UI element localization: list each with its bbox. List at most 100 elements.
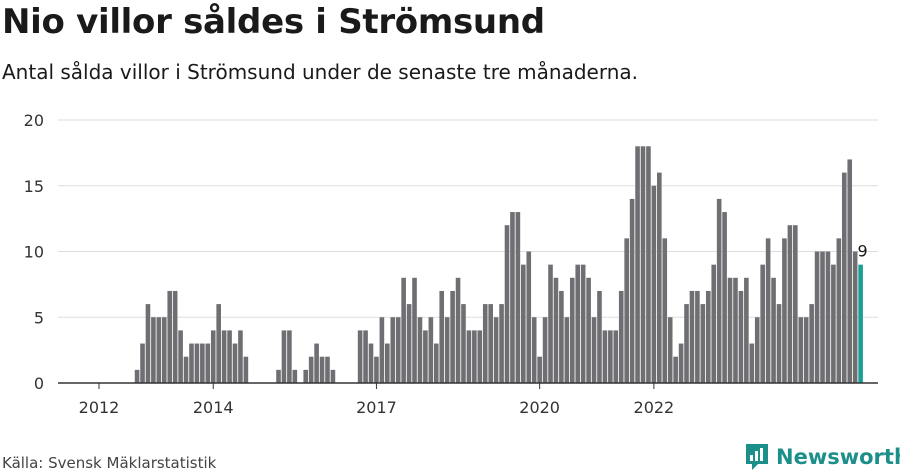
bar (390, 317, 396, 383)
y-tick-label: 15 (24, 177, 44, 196)
bar (488, 304, 493, 383)
bar (689, 290, 695, 383)
bar (640, 146, 646, 383)
bar (461, 304, 466, 383)
y-tick-label: 10 (24, 243, 44, 262)
bar (602, 330, 608, 383)
bar (379, 317, 385, 383)
bar (238, 330, 243, 383)
x-tick-label: 2014 (193, 398, 234, 417)
axis-layer (58, 382, 878, 389)
bar (134, 369, 140, 383)
bar (852, 251, 858, 383)
bar (145, 304, 151, 383)
bar (303, 369, 309, 383)
bar (450, 290, 455, 383)
bar (314, 343, 319, 383)
bar (232, 343, 238, 383)
x-tick-label: 2022 (634, 398, 675, 417)
bar (194, 343, 200, 383)
bar (140, 343, 145, 383)
bar (575, 264, 581, 383)
bar (782, 238, 787, 383)
chart-subtitle: Antal sålda villor i Strömsund under de … (2, 60, 638, 84)
y-tick-label: 0 (34, 374, 44, 393)
bar (444, 317, 450, 383)
bar (803, 317, 809, 383)
bar (722, 212, 727, 383)
bar (161, 317, 167, 383)
bar (368, 343, 374, 383)
bar (733, 277, 738, 383)
bar (711, 264, 717, 383)
bar (172, 290, 178, 383)
bar (455, 277, 461, 383)
bar (695, 290, 700, 383)
bar (613, 330, 619, 383)
bar (831, 264, 836, 383)
bar (738, 290, 744, 383)
bar (798, 317, 804, 383)
highlight-bar (858, 264, 863, 383)
bar (754, 317, 760, 383)
bar (657, 172, 662, 383)
bar (428, 317, 434, 383)
bar (319, 356, 325, 383)
bar (651, 185, 657, 383)
bar (499, 304, 504, 383)
bar (787, 225, 793, 383)
bar (635, 146, 640, 383)
bar (749, 343, 755, 383)
bar (624, 238, 629, 383)
y-tick-label: 20 (24, 111, 44, 130)
bar (618, 290, 624, 383)
bar (276, 369, 281, 383)
bar (466, 330, 472, 383)
bar (716, 198, 722, 383)
bar (417, 317, 423, 383)
bar (673, 356, 678, 383)
data-label-last: 9 (858, 242, 868, 261)
bar (401, 277, 406, 383)
y-tick-label: 5 (34, 308, 44, 327)
bar (200, 343, 205, 383)
bar (553, 277, 559, 383)
bar (700, 304, 706, 383)
bar (569, 277, 575, 383)
bar (221, 330, 227, 383)
bar (667, 317, 673, 383)
bar (684, 304, 689, 383)
bar (363, 330, 368, 383)
bar (439, 290, 445, 383)
source-note: Källa: Svensk Mäklarstatistik (2, 454, 217, 472)
bar (325, 356, 330, 383)
bar (809, 304, 814, 383)
bar (820, 251, 825, 383)
bar (243, 356, 249, 383)
x-tick-label: 2017 (356, 398, 397, 417)
newsworthy-logo-icon (746, 444, 768, 470)
bar (646, 146, 651, 383)
bar (542, 317, 548, 383)
bar (510, 212, 515, 383)
bar (477, 330, 483, 383)
bar (493, 317, 499, 383)
bar (608, 330, 613, 383)
brand-logo[interactable]: Newsworthy (744, 441, 900, 473)
bar (482, 304, 488, 383)
bar (771, 277, 776, 383)
bar (548, 264, 553, 383)
bar (227, 330, 232, 383)
brand-name: Newsworthy (776, 445, 900, 469)
x-tick-label: 2012 (79, 398, 120, 417)
bar (836, 238, 842, 383)
bar (825, 251, 831, 383)
bar (705, 290, 711, 383)
bar (586, 277, 591, 383)
bar (727, 277, 733, 383)
bar (526, 251, 532, 383)
bar (472, 330, 477, 383)
chart-title: Nio villor såldes i Strömsund (2, 2, 545, 42)
bar (151, 317, 156, 383)
bar (662, 238, 668, 383)
